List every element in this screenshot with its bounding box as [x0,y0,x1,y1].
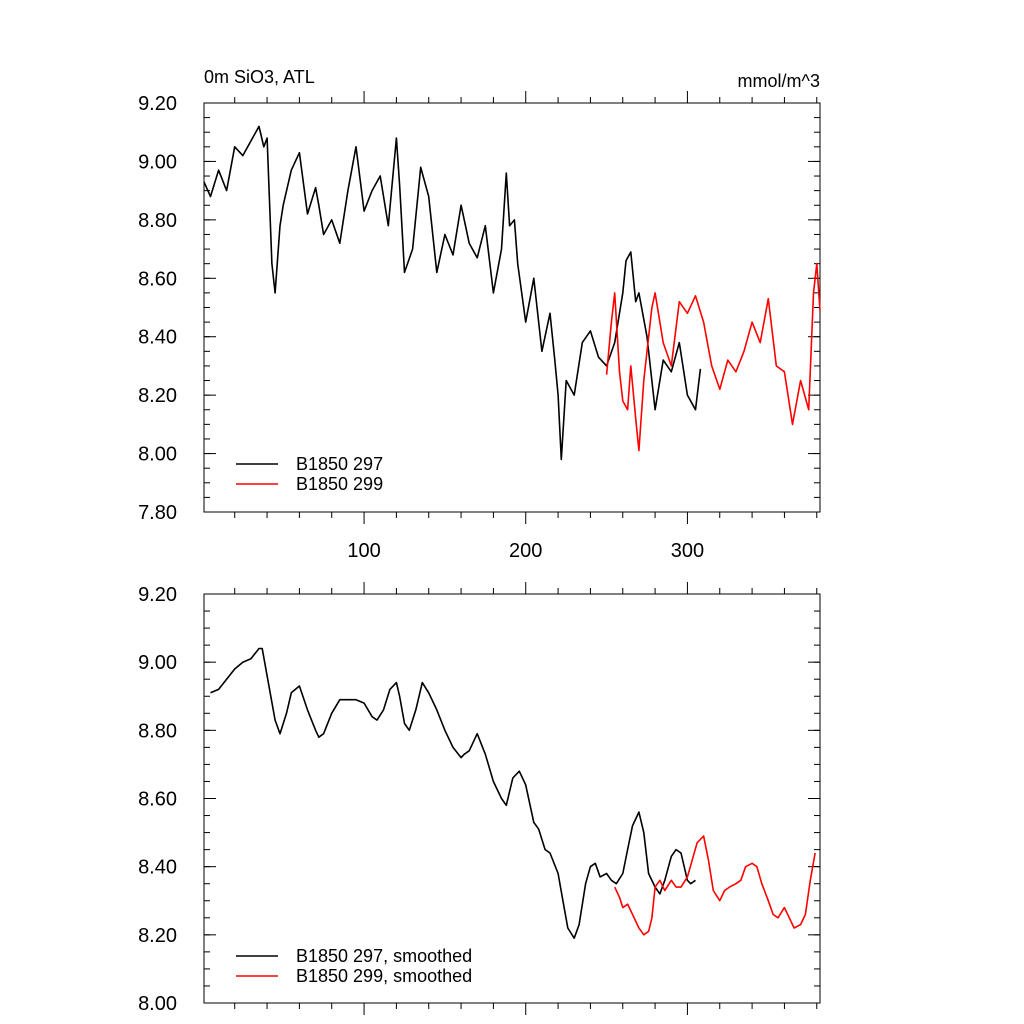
y-tick-label: 8.20 [138,925,177,947]
y-tick-label: 8.80 [138,720,177,742]
top-panel: 7.80 8.00 8.20 8.40 8.60 8.80 9.00 9.20 100 200 30… [138,91,821,562]
units-label: mmol/m^3 [738,71,820,91]
series-line-b1850-299 [605,262,821,452]
plot-frame [203,102,821,513]
y-tick-label: 9.20 [138,584,177,606]
series-line-b1850-299 [613,835,816,936]
y-tick-label: 7.80 [138,502,177,524]
y-tick-label: 8.40 [138,857,177,879]
y-tick-label: 8.60 [138,789,177,811]
plot-title: 0m SiO3, ATL [204,67,315,87]
plot-frame [203,593,821,1004]
y-tick-label: 8.00 [138,993,177,1015]
x-tick-label: 300 [671,540,704,562]
x-tick-label: 100 [347,540,380,562]
legend-label: B1850 299, smoothed [296,966,472,986]
y-tick-label: 8.40 [138,327,177,349]
y-tick-label: 8.60 [138,268,177,290]
y-tick-label: 9.20 [138,93,177,115]
legend-label: B1850 299 [296,474,383,494]
x-tick-label: 200 [509,540,542,562]
bottom-panel: 8.00 8.20 8.40 8.60 8.80 9.00 9.20 B1850 297, s… [138,582,821,1015]
series-line-b1850-297 [203,125,702,461]
y-tick-label: 8.80 [138,210,177,232]
y-tick-label: 9.00 [138,151,177,173]
series-line-b1850-297 [210,647,696,940]
y-tick-label: 8.20 [138,385,177,407]
y-tick-label: 8.00 [138,444,177,466]
y-tick-label: 9.00 [138,652,177,674]
legend-label: B1850 297 [296,454,383,474]
legend-label: B1850 297, smoothed [296,946,472,966]
